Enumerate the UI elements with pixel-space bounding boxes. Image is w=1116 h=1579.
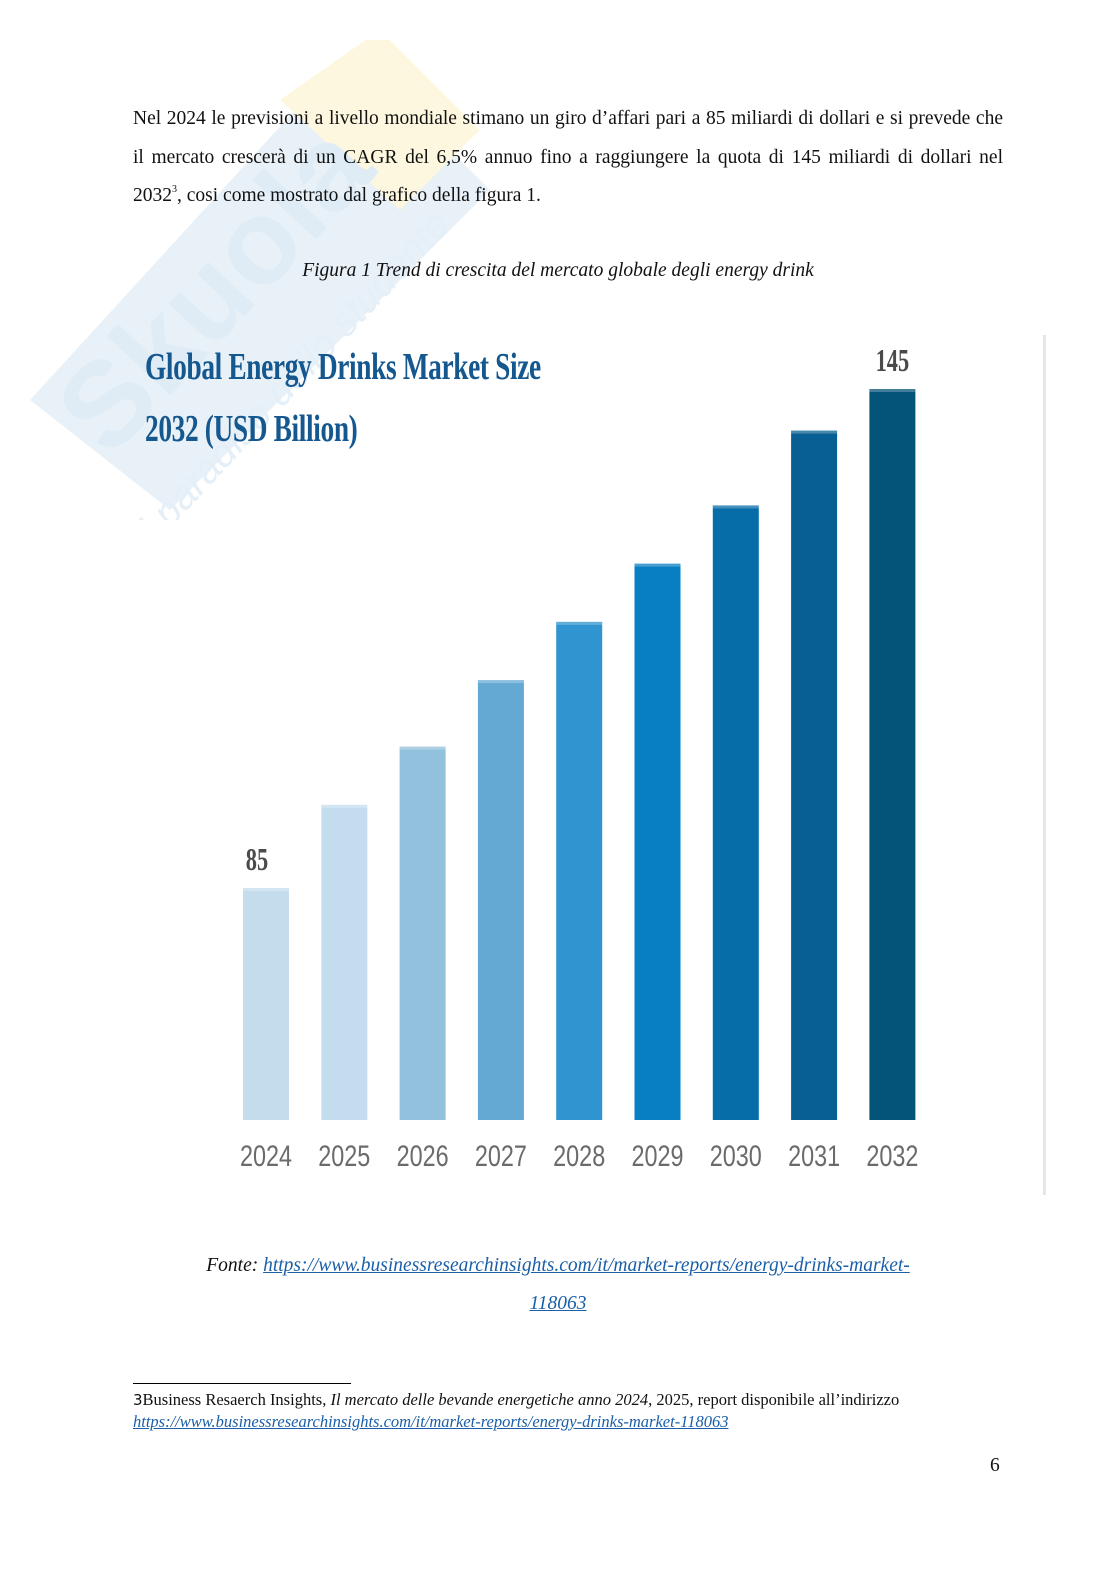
figure-source: Fonte: https://www.businessresearchinsig… <box>0 1247 1116 1323</box>
x-tick-label: 2025 <box>318 1139 370 1172</box>
chart-title: Global Energy Drinks Market Size 2032 (U… <box>145 336 541 460</box>
bar-top-highlight <box>243 888 289 891</box>
body-paragraph: Nel 2024 le previsioni a livello mondial… <box>133 100 1003 216</box>
bar-top-highlight <box>712 505 759 509</box>
source-link[interactable]: https://www.businessresearchinsights.com… <box>263 1255 910 1314</box>
bar-top-highlight <box>791 430 838 434</box>
bar-top-highlight <box>556 621 603 625</box>
bar-top-highlight <box>321 804 368 808</box>
chart-border <box>1043 335 1046 1195</box>
bar-2031 <box>791 430 838 1120</box>
source-label: Fonte: <box>206 1255 264 1276</box>
bar-2032 <box>869 389 916 1120</box>
figure-caption: Figura 1 Trend di crescita del mercato g… <box>302 260 814 281</box>
data-label-2032: 145 <box>876 342 910 378</box>
bar-top-highlight <box>869 389 916 392</box>
footnote: 3Business Resaerch Insights, Il mercato … <box>133 1390 900 1431</box>
footnote-number: 3 <box>133 1391 143 1409</box>
bar-2025 <box>321 804 368 1120</box>
page-number: 6 <box>990 1455 1000 1476</box>
bar-2027 <box>477 680 524 1120</box>
bar-2024 <box>243 888 289 1120</box>
footnote-link[interactable]: https://www.businessresearchinsights.com… <box>133 1412 729 1431</box>
bar-2028 <box>556 621 603 1120</box>
bar-2030 <box>712 505 759 1120</box>
bar-top-highlight <box>399 746 446 750</box>
x-tick-label: 2028 <box>553 1139 605 1172</box>
footnote-reference[interactable]: 3 <box>172 184 177 195</box>
x-tick-label: 2027 <box>475 1139 527 1172</box>
paragraph-text-end: , cosi come mostrato dal grafico della f… <box>177 185 541 206</box>
bar-top-highlight <box>477 680 524 684</box>
x-tick-label: 2024 <box>240 1139 292 1172</box>
chart-title-line-2: 2032 (USD Billion) <box>145 408 358 450</box>
x-tick-label: 2031 <box>788 1139 840 1172</box>
x-tick-label: 2032 <box>866 1139 918 1172</box>
footnote-separator <box>133 1383 351 1384</box>
x-tick-label: 2026 <box>397 1139 449 1172</box>
paragraph-text: Nel 2024 le previsioni a livello mondial… <box>133 108 1003 206</box>
bar-top-highlight <box>634 563 681 567</box>
bar-2026 <box>399 746 446 1120</box>
x-tick-label: 2030 <box>710 1139 762 1172</box>
x-tick-label: 2029 <box>631 1139 683 1172</box>
data-label-2024: 85 <box>246 841 268 877</box>
bar-2029 <box>634 563 681 1120</box>
chart-title-line-1: Global Energy Drinks Market Size <box>145 346 541 388</box>
